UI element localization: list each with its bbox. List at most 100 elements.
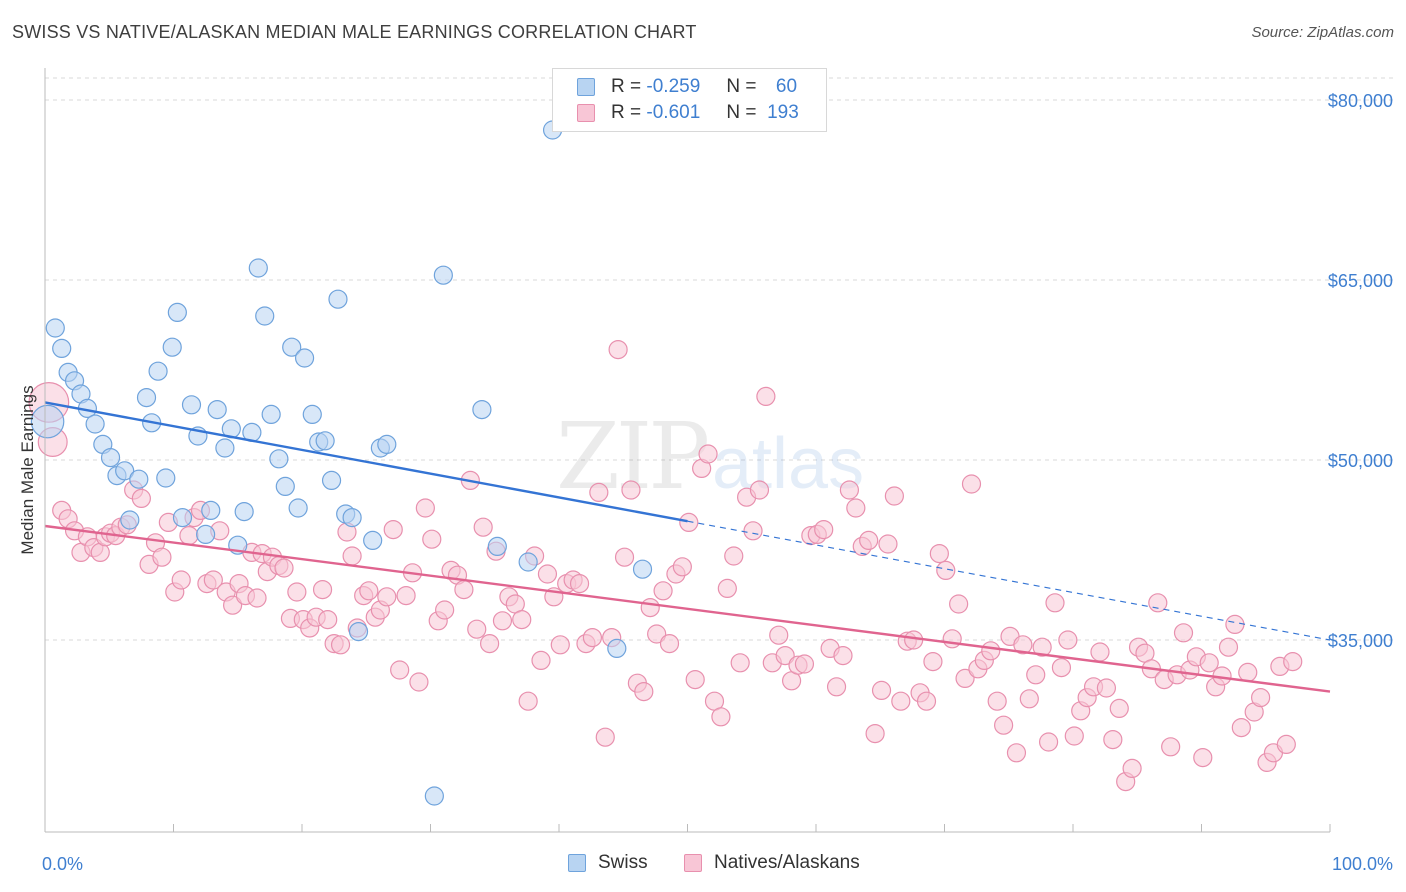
native-point — [531, 650, 551, 671]
native-point — [1045, 593, 1065, 613]
swiss-point — [136, 388, 157, 408]
native-point — [1038, 732, 1059, 752]
swiss-point — [45, 318, 65, 338]
native-point — [1051, 657, 1072, 678]
stats-row-swiss: R = -0.259 N = 60 — [577, 75, 797, 99]
legend-item-swiss[interactable]: Swiss — [568, 852, 648, 874]
native-point — [891, 691, 911, 711]
native-point — [1032, 637, 1052, 657]
swiss-point — [288, 498, 308, 518]
native-point — [679, 512, 699, 533]
native-point — [621, 480, 641, 500]
native-point — [223, 595, 243, 615]
native-point — [1251, 687, 1271, 708]
swiss-point — [100, 448, 121, 468]
native-point — [409, 672, 429, 692]
native-point — [1231, 717, 1251, 738]
native-point — [537, 564, 558, 584]
swiss-point — [315, 431, 335, 451]
swiss-point — [607, 638, 627, 659]
native-point — [480, 633, 500, 654]
native-point — [318, 609, 338, 630]
native-point — [1161, 737, 1181, 757]
swiss-point — [234, 502, 254, 522]
swiss-point — [167, 302, 187, 322]
swiss-point — [248, 258, 268, 278]
swiss-point — [302, 404, 322, 424]
n-value-native: 193 — [767, 102, 799, 123]
native-point — [878, 534, 898, 554]
native-point — [955, 668, 975, 689]
swiss-point — [424, 786, 444, 806]
native-point — [929, 543, 949, 564]
n-label: N = — [726, 76, 757, 97]
native-point — [923, 651, 943, 672]
swiss-point — [181, 395, 202, 415]
axes — [44, 68, 1331, 833]
swiss-point — [115, 461, 135, 481]
native-point — [359, 581, 379, 601]
stats-row-native: R = -0.601 N = 193 — [577, 101, 799, 125]
swiss-trend-extension — [687, 520, 1331, 641]
native-point — [711, 707, 731, 727]
native-point — [987, 691, 1007, 711]
native-point — [756, 386, 776, 406]
r-value-native: -0.601 — [646, 102, 701, 123]
swiss-points — [30, 120, 653, 806]
native-point — [653, 581, 673, 601]
native-point — [1199, 653, 1219, 673]
native-point — [634, 681, 654, 702]
swiss-point — [162, 337, 182, 357]
y-tick-label: $50,000 — [1328, 451, 1393, 471]
swiss-point — [255, 306, 275, 326]
native-point — [1090, 642, 1110, 662]
native-point — [330, 635, 351, 655]
native-point — [1283, 651, 1303, 672]
native-point — [512, 609, 532, 630]
native-point — [826, 677, 847, 697]
swiss-point — [433, 265, 453, 285]
swiss-point — [201, 500, 221, 520]
swiss-point — [294, 348, 315, 368]
native-point — [287, 582, 307, 602]
native-trend-line — [44, 524, 1331, 693]
native-point — [672, 557, 692, 577]
native-point — [1103, 729, 1123, 750]
native-point — [377, 587, 397, 607]
native-point — [1173, 623, 1194, 643]
native-point — [884, 486, 904, 506]
native-point — [179, 525, 199, 546]
swiss-point — [30, 404, 65, 439]
n-value-swiss: 60 — [775, 76, 798, 97]
native-point — [794, 654, 815, 674]
native-point — [1276, 734, 1296, 755]
native-point — [1019, 689, 1039, 709]
legend-label-native: Natives/Alaskans — [714, 852, 860, 873]
native-point — [422, 529, 442, 549]
native-point — [467, 619, 487, 639]
series-legend: Swiss Natives/Alaskans — [0, 852, 1406, 876]
native-point — [550, 635, 570, 655]
swiss-point — [472, 400, 492, 420]
native-point — [730, 653, 750, 673]
native-point — [839, 480, 860, 500]
native-point — [415, 498, 435, 518]
legend-label-swiss: Swiss — [598, 852, 648, 873]
native-point — [936, 560, 956, 581]
source-label: Source: ZipAtlas.com — [1251, 24, 1394, 41]
native-point — [473, 517, 493, 537]
swiss-point — [85, 414, 105, 434]
native-point — [994, 715, 1014, 735]
swiss-point — [156, 468, 176, 488]
legend-item-native[interactable]: Natives/Alaskans — [684, 852, 860, 874]
swiss-point — [328, 289, 348, 309]
native-point — [435, 600, 455, 620]
native-point — [659, 633, 680, 654]
x-tick-labels: 0.0% 100.0% — [42, 854, 1393, 874]
native-point — [152, 547, 172, 567]
swiss-point — [518, 552, 538, 572]
native-swatch — [577, 104, 595, 122]
native-point — [131, 488, 151, 508]
native-point — [614, 547, 635, 567]
y-tick-label: $80,000 — [1328, 91, 1393, 111]
